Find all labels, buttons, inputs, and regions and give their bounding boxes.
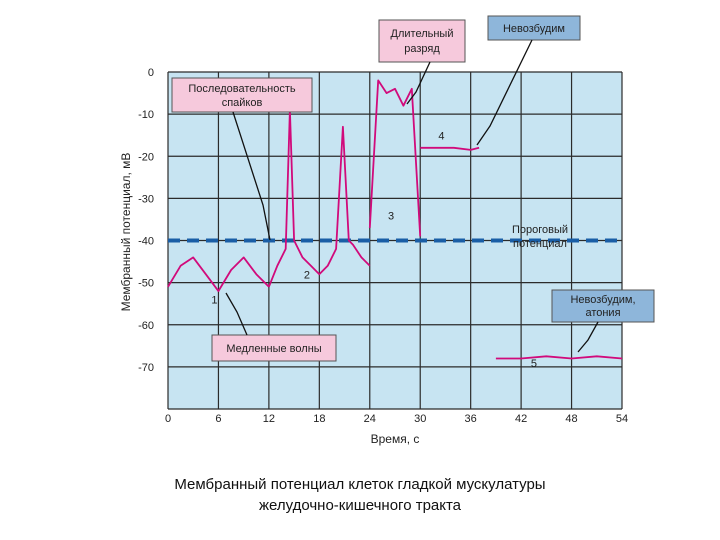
non-excitable-label-box [487,15,581,41]
slow-waves-pointer [225,292,248,336]
series-2-line [268,109,371,288]
series-3-line [368,79,422,237]
non-excitable-label: Невозбудим [503,23,565,35]
atony-label-box [551,289,655,323]
series-1-line [167,256,270,292]
slow-waves-label-box [211,334,337,362]
spike-train-label-box [171,77,313,113]
y-tick-label: -40 [138,236,154,248]
x-tick-label: 6 [215,413,221,425]
y-tick-label: -70 [138,362,154,374]
x-axis-label: Время, с [371,432,420,446]
series-number-label: 1 [211,295,217,307]
y-tick-label: -30 [138,193,154,205]
caption-line-1: Мембранный потенциал клеток гладкой муск… [174,476,546,493]
atony-label-line-2: атония [585,307,620,319]
slow-waves-label: Медленные волны [226,343,321,355]
x-tick-label: 24 [364,413,376,425]
x-tick-label: 48 [565,413,577,425]
x-tick-label: 0 [165,413,171,425]
long-discharge-label-line-1: Длительный [391,28,454,40]
series-4-line [420,146,480,151]
long-discharge-pointer [406,61,431,105]
y-tick-label: 0 [148,67,154,79]
x-tick-label: 18 [313,413,325,425]
x-tick-label: 12 [263,413,275,425]
x-tick-label: 42 [515,413,527,425]
spike-train-pointer [232,111,271,241]
y-axis-label: Мембранный потенциал, мВ [119,153,133,312]
series-number-label: 5 [531,358,537,370]
x-tick-label: 36 [465,413,477,425]
y-tick-label: -50 [138,278,154,290]
spike-train-label-line-2: спайков [222,97,263,109]
spike-train-label-line-1: Последовательность [188,83,295,95]
x-tick-label: 54 [616,413,628,425]
threshold-label-line-2: потенциал [513,238,567,250]
series-number-label: 4 [438,130,444,142]
x-tick-label: 30 [414,413,426,425]
trace-layer [167,79,623,360]
atony-label-line-1: Невозбудим, [570,294,635,306]
y-tick-label: -20 [138,151,154,163]
y-tick-label: -10 [138,109,154,121]
series-number-label: 2 [304,269,310,281]
tick-label-layer: 0 6 12 18 24 30 36 42 48 540-10-20-30-40-50-60-70 [138,67,628,425]
atony-pointer [577,321,599,353]
long-discharge-label-box [378,19,466,63]
grid-lines [167,71,623,410]
threshold-label-line-1: Пороговый [512,224,568,236]
series-number-label: 3 [388,210,394,222]
caption-line-2: желудочно-кишечного тракта [258,497,462,514]
y-tick-label: -60 [138,320,154,332]
non-excitable-pointer [476,39,533,146]
long-discharge-label-line-2: разряд [404,43,440,55]
annotation-layer: 1 2 3 4 5 Последовательность спайков Длительный… [171,15,655,370]
series-5-line [495,355,623,360]
